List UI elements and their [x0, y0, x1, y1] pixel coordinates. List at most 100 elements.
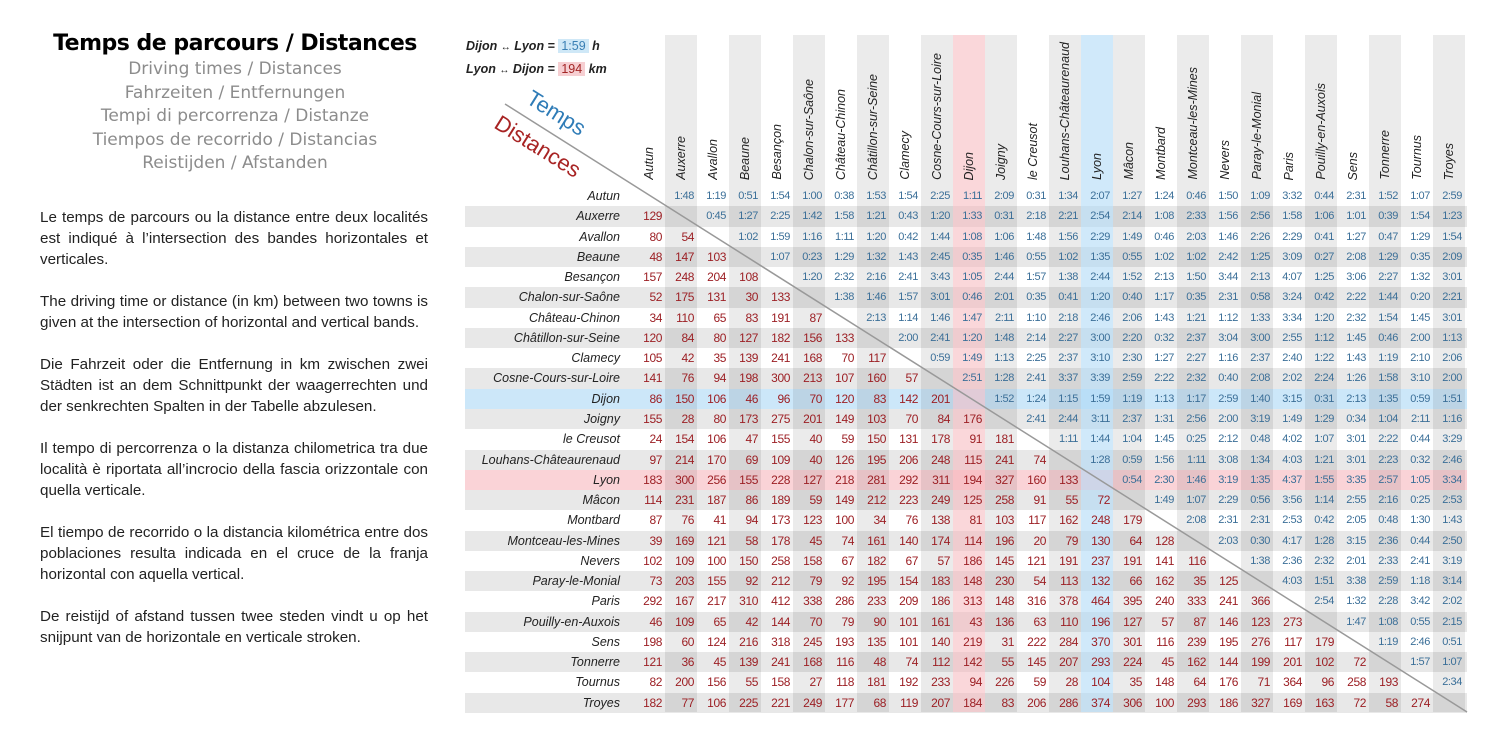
distance-cell: 258 — [1347, 675, 1366, 690]
time-cell: 1:20 — [1314, 311, 1334, 324]
distance-cell: 96 — [777, 391, 790, 406]
distance-cell: 239 — [1187, 634, 1206, 649]
distance-cell: 131 — [899, 432, 918, 447]
time-cell: 2:41 — [930, 331, 950, 344]
time-cell: 1:01 — [1346, 210, 1366, 223]
distance-cell: 145 — [1027, 655, 1046, 670]
distance-cell: 240 — [1155, 594, 1174, 609]
time-cell: 0:31 — [1026, 190, 1046, 202]
distance-cell: 258 — [771, 553, 790, 568]
distance-cell: 60 — [681, 634, 694, 649]
time-cell: 1:34 — [1250, 453, 1270, 466]
distance-cell: 73 — [649, 574, 662, 589]
distance-cell: 155 — [771, 432, 790, 447]
distance-cell: 163 — [1315, 695, 1334, 710]
distance-cell: 286 — [1059, 695, 1078, 710]
time-cell: 1:46 — [1186, 473, 1206, 486]
time-cell: 2:22 — [1154, 372, 1174, 385]
distance-cell: 79 — [841, 614, 854, 629]
distance-cell: 80 — [713, 330, 726, 345]
distance-cell: 175 — [675, 290, 694, 305]
subtitle-nl: Reistijden / Afstanden — [142, 153, 328, 173]
time-cell: 1:56 — [1154, 453, 1174, 466]
description: Le temps de parcours ou la distance entr… — [40, 207, 428, 669]
time-cell: 1:49 — [1154, 494, 1174, 507]
distance-cell: 92 — [745, 574, 758, 589]
distance-cell: 201 — [931, 391, 950, 406]
distance-cell: 97 — [649, 452, 662, 467]
time-cell: 1:51 — [1442, 392, 1462, 405]
distance-cell: 191 — [1123, 553, 1142, 568]
distance-cell: 316 — [1027, 594, 1046, 609]
double-arrow-icon: ↔ — [500, 42, 511, 53]
title-block: Temps de parcours / Distances Driving ti… — [20, 30, 450, 176]
distance-cell: 187 — [707, 493, 726, 508]
legend-distance-value: 194 — [558, 62, 586, 76]
time-cell: 2:31 — [1218, 514, 1238, 527]
distance-cell: 245 — [803, 634, 822, 649]
distance-cell: 225 — [739, 695, 758, 710]
time-cell: 1:52 — [994, 392, 1014, 405]
distance-cell: 178 — [931, 432, 950, 447]
distance-cell: 230 — [995, 574, 1014, 589]
distance-cell: 120 — [835, 391, 854, 406]
time-cell: 1:59 — [770, 230, 790, 243]
distance-cell: 198 — [739, 371, 758, 386]
time-cell: 2:23 — [1378, 453, 1398, 466]
time-cell: 0:46 — [1154, 230, 1174, 243]
distance-cell: 248 — [675, 270, 694, 285]
column-band — [921, 35, 953, 712]
time-cell: 1:47 — [962, 311, 982, 324]
legend-to: Dijon — [512, 62, 545, 76]
distance-cell: 46 — [649, 614, 662, 629]
time-cell: 2:32 — [1346, 311, 1366, 324]
time-cell: 2:08 — [1186, 514, 1206, 527]
distance-cell: 176 — [963, 411, 982, 426]
distance-cell: 108 — [739, 270, 758, 285]
time-cell: 1:42 — [802, 210, 822, 223]
distance-cell: 128 — [1155, 533, 1174, 548]
distance-cell: 84 — [681, 330, 694, 345]
distance-cell: 42 — [745, 614, 758, 629]
time-cell: 1:35 — [1250, 473, 1270, 486]
time-cell: 1:33 — [962, 210, 982, 223]
row-header: Montceau-les-Mines — [507, 533, 620, 548]
time-cell: 1:38 — [834, 291, 854, 304]
time-cell: 0:55 — [1122, 250, 1142, 263]
distance-cell: 103 — [707, 249, 726, 264]
distance-cell: 179 — [1123, 513, 1142, 528]
row-header: Joigny — [583, 411, 620, 426]
column-band — [793, 35, 825, 712]
time-cell: 3:24 — [1282, 291, 1302, 304]
distance-cell: 41 — [713, 513, 726, 528]
distance-cell: 141 — [1155, 553, 1174, 568]
distance-cell: 258 — [995, 493, 1014, 508]
distance-cell: 139 — [739, 655, 758, 670]
description-es: El tiempo de recorrido o la distancia ki… — [40, 524, 428, 583]
distance-cell: 160 — [1027, 472, 1046, 487]
distance-cell: 58 — [1385, 695, 1398, 710]
distance-cell: 233 — [931, 675, 950, 690]
distance-cell: 71 — [1257, 675, 1270, 690]
distance-cell: 286 — [835, 594, 854, 609]
distance-cell: 237 — [1091, 553, 1110, 568]
time-cell: 2:32 — [1314, 554, 1334, 567]
time-cell: 3:01 — [1442, 271, 1462, 284]
distance-cell: 87 — [1193, 614, 1206, 629]
time-cell: 1:12 — [1314, 331, 1334, 344]
time-cell: 2:44 — [994, 271, 1014, 284]
distance-cell: 292 — [643, 594, 662, 609]
time-cell: 3:14 — [1442, 575, 1462, 588]
time-cell: 2:07 — [1090, 190, 1110, 202]
time-cell: 2:25 — [1026, 352, 1046, 365]
time-cell: 2:16 — [866, 271, 886, 284]
time-cell: 0:55 — [1026, 250, 1046, 263]
time-cell: 1:47 — [1346, 615, 1366, 628]
distance-cell: 284 — [1059, 634, 1078, 649]
time-cell: 1:56 — [1218, 210, 1238, 223]
distance-cell: 182 — [867, 553, 886, 568]
distance-cell: 186 — [1219, 695, 1238, 710]
distance-cell: 96 — [1321, 675, 1334, 690]
distance-cell: 248 — [1091, 513, 1110, 528]
time-cell: 1:33 — [1250, 311, 1270, 324]
